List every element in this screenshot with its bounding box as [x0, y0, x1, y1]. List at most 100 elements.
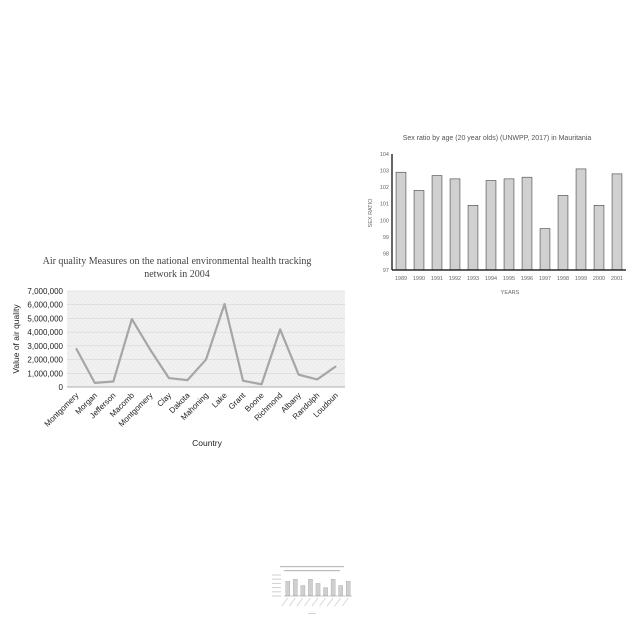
hatch-line: [67, 291, 160, 384]
mini-x-tick: [341, 597, 349, 607]
mini-x-tick: [296, 597, 304, 607]
bar: [521, 176, 533, 271]
hatch-line: [278, 320, 345, 387]
data-point: [297, 373, 300, 376]
x-tick-label: 1997: [539, 276, 551, 282]
hatch-line: [67, 291, 124, 348]
line-chart-y-axis-label: Value of air quality: [11, 304, 21, 374]
bar: [431, 175, 443, 271]
mini-bar: [345, 581, 351, 597]
x-tick-label: 2000: [593, 276, 605, 282]
y-tick-label: 97: [383, 268, 389, 274]
y-tick-label: 0: [59, 383, 64, 392]
x-tick-label: 2001: [611, 276, 623, 282]
hatch-line: [67, 291, 88, 312]
y-tick-label: 100: [380, 218, 389, 224]
hatch-line: [274, 316, 345, 387]
hatch-line: [262, 304, 345, 387]
x-tick-label: 1989: [395, 276, 407, 282]
hatch-line: [67, 291, 104, 328]
hatch-line: [67, 291, 148, 372]
bar-chart: Sex ratio by age (20 year olds) (UNWPP, …: [355, 128, 640, 300]
hatch-line: [310, 352, 345, 387]
hatch-line: [86, 291, 184, 387]
mini-x-tick: [319, 597, 326, 607]
data-point: [94, 382, 96, 384]
hatch-line: [82, 291, 180, 387]
y-tick-label: 104: [380, 152, 389, 158]
hatch-line: [174, 291, 272, 387]
hatch-line: [298, 340, 345, 387]
hatch-line: [286, 328, 345, 387]
hatch-line: [242, 291, 340, 387]
data-point: [186, 379, 189, 381]
y-tick-label: 99: [383, 235, 389, 241]
line-chart-title-line1: Air quality Measures on the national env…: [43, 256, 312, 267]
hatch-line: [198, 291, 296, 387]
hatch-line: [67, 291, 156, 380]
bar: [539, 228, 551, 271]
hatch-line: [102, 291, 200, 387]
mini-bar: [323, 587, 328, 597]
hatch-line: [162, 291, 260, 387]
y-tick-label: 1,000,000: [27, 369, 63, 378]
hatch-line: [67, 291, 132, 356]
y-tick-label: 5,000,000: [27, 314, 63, 323]
bar-chart-y-axis-label: SEX RATIO: [368, 198, 374, 228]
hatch-line: [206, 291, 304, 387]
hatch-line: [67, 291, 140, 364]
hatch-line: [190, 291, 288, 387]
mini-x-tick: [304, 597, 311, 607]
hatch-line: [134, 291, 232, 387]
mini-x-tick: [311, 597, 319, 607]
hatch-line: [90, 291, 188, 387]
hatch-line: [98, 291, 196, 387]
hatch-line: [67, 291, 128, 352]
mini-bar: [315, 583, 321, 597]
hatch-line: [222, 291, 320, 387]
line-chart-x-axis-label: Country: [192, 438, 223, 448]
mini-title-line: [280, 566, 344, 568]
mini-x-tick: [281, 597, 289, 607]
bar: [611, 173, 623, 271]
data-point: [131, 318, 133, 320]
hatch-line: [266, 308, 345, 387]
hatch-line: [67, 291, 100, 324]
hatch-line: [67, 291, 112, 336]
hatch-line: [302, 344, 345, 387]
y-tick-label: 3,000,000: [27, 342, 63, 351]
bar: [467, 205, 479, 271]
hatch-line: [154, 291, 252, 387]
hatch-line: [294, 336, 345, 387]
hatch-line: [67, 291, 136, 360]
hatch-line: [226, 291, 324, 387]
line-chart: Air quality Measures on the national env…: [0, 248, 360, 458]
hatch-line: [67, 291, 116, 340]
hatch-line: [218, 291, 316, 387]
data-point: [168, 377, 170, 379]
hatch-line: [318, 360, 345, 387]
hatch-line: [114, 291, 212, 387]
hatch-line: [122, 291, 220, 387]
hatch-line: [67, 291, 92, 316]
mini-title-line: [284, 570, 340, 572]
hatch-line: [238, 291, 336, 387]
hatch-line: [214, 291, 312, 387]
bar-chart-title: Sex ratio by age (20 year olds) (UNWPP, …: [403, 135, 592, 142]
y-tick-label: 4,000,000: [27, 328, 63, 337]
hatch-line: [342, 384, 345, 387]
y-tick-label: 103: [380, 169, 389, 175]
x-tick-label: 1998: [557, 276, 569, 282]
hatch-line: [130, 291, 228, 387]
line-chart-title-line2: network in 2004: [144, 269, 210, 280]
x-tick-label: 1999: [575, 276, 587, 282]
hatch-line: [67, 291, 152, 376]
hatch-line: [118, 291, 216, 387]
bar: [395, 171, 407, 271]
bar: [503, 178, 515, 271]
x-tick-label: 1996: [521, 276, 533, 282]
hatch-line: [170, 291, 268, 387]
mini-bar: [308, 579, 313, 597]
data-point: [260, 383, 263, 386]
hatch-line: [246, 291, 344, 387]
